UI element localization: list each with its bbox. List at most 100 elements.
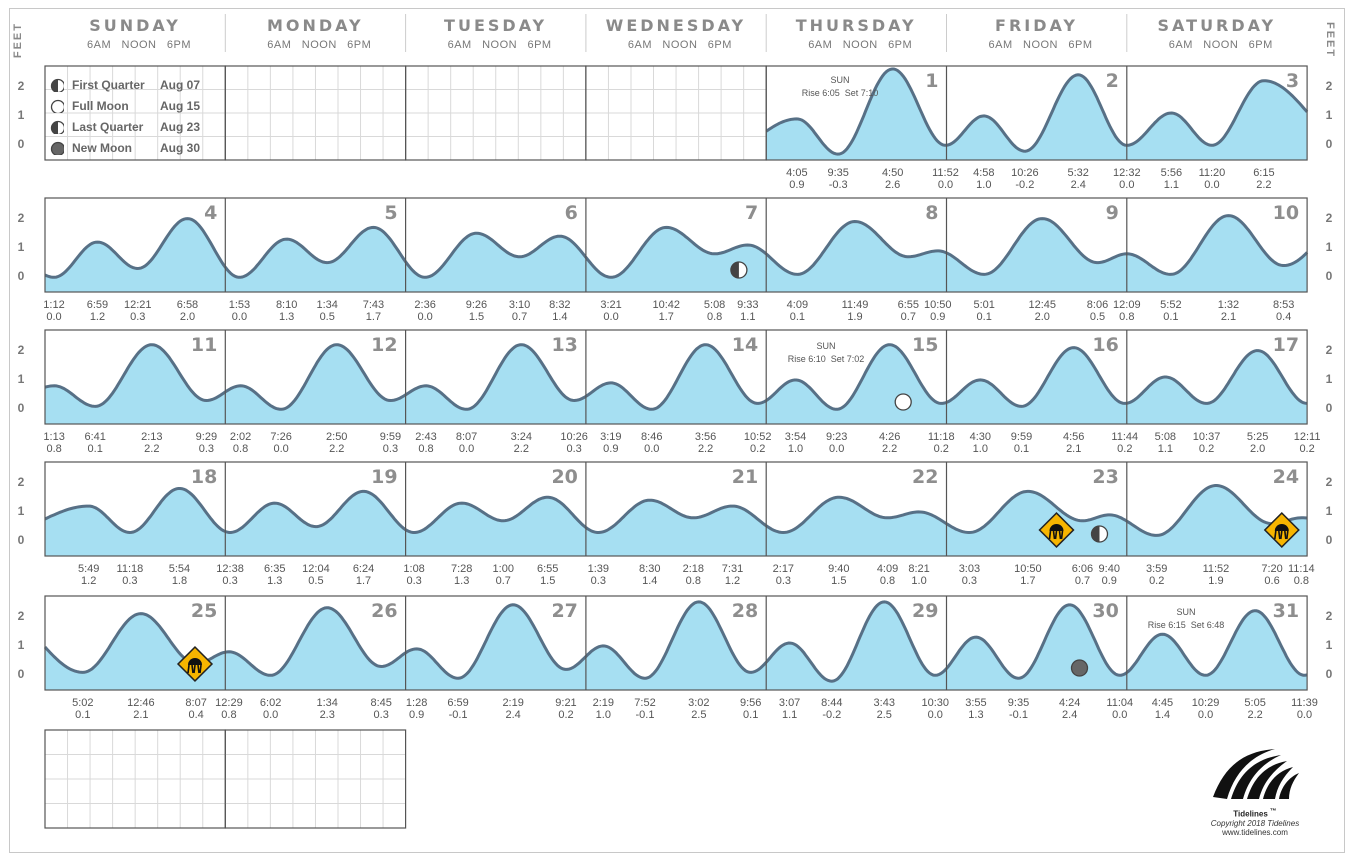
moon-phase-name: Full Moon — [72, 98, 129, 113]
day-number: 8 — [925, 202, 938, 224]
tide-height: 0.5 — [1090, 311, 1105, 323]
tide-height: 0.3 — [406, 575, 421, 587]
y-tick-label: 2 — [1325, 210, 1333, 225]
day-number: 24 — [1273, 466, 1299, 488]
tide-time: 10:52 — [744, 431, 772, 443]
tide-time: 5:05 — [1244, 697, 1265, 709]
full-moon-icon — [50, 99, 64, 113]
tide-time: 7:20 — [1261, 563, 1282, 575]
tide-height: 0.8 — [880, 575, 895, 587]
tide-height: 1.4 — [552, 311, 567, 323]
day-number: 18 — [191, 466, 217, 488]
time-ticks: 6AM NOON 6PM — [406, 39, 586, 51]
time-tick-label: 6PM — [527, 39, 552, 51]
time-tick-label: 6AM — [627, 39, 653, 51]
time-tick-label: NOON — [1203, 39, 1239, 51]
tide-height: 1.3 — [279, 311, 294, 323]
tide-time: 2:19 — [593, 697, 614, 709]
day-header-friday: FRIDAY 6AM NOON 6PM — [947, 16, 1127, 51]
tide-time: 11:52 — [1203, 563, 1230, 575]
jelly-tentacle — [1054, 530, 1058, 540]
empty-day-border — [224, 729, 407, 829]
brand-name: Tidelines — [1233, 809, 1268, 819]
y-tick-label: 0 — [1325, 533, 1333, 548]
tide-time: 10:26 — [560, 431, 588, 443]
tide-time: 3:59 — [1146, 563, 1167, 575]
tide-height: 2.1 — [133, 709, 148, 721]
tide-height: 1.0 — [976, 179, 991, 191]
y-tick-label: 0 — [1325, 137, 1333, 152]
tide-time: 1:12 — [43, 299, 64, 311]
tide-height: 1.7 — [659, 311, 674, 323]
jellyfish-warning-icon — [1038, 511, 1075, 549]
tide-time: 9:40 — [828, 563, 849, 575]
tide-time: 4:58 — [973, 167, 994, 179]
tide-height: 2.1 — [1221, 311, 1236, 323]
tide-time: 4:05 — [786, 167, 807, 179]
day-number: 31 — [1273, 600, 1299, 622]
tide-area — [45, 601, 1308, 690]
tide-height: -0.1 — [449, 709, 468, 721]
first-quarter-moon-icon — [50, 78, 64, 92]
tide-height: 0.2 — [1199, 443, 1214, 455]
tide-height: 0.0 — [417, 311, 432, 323]
tidelines-logo: Tidelines ™ Copyright 2018 Tidelines www… — [1195, 745, 1315, 837]
tide-time: 12:21 — [124, 299, 152, 311]
legend-row: First Quarter Aug 07 — [50, 74, 230, 95]
tide-time: 10:50 — [1014, 563, 1042, 575]
tide-time: 8:44 — [821, 697, 842, 709]
tide-area — [766, 69, 1308, 160]
y-tick-label: 1 — [17, 503, 25, 518]
y-tick-label: 1 — [17, 637, 25, 652]
tide-time: 10:50 — [924, 299, 952, 311]
sunset-time: Set 6:48 — [1190, 620, 1225, 630]
tide-time: 4:24 — [1059, 697, 1080, 709]
tide-height: 0.0 — [829, 443, 844, 455]
tide-height: 0.1 — [75, 709, 90, 721]
tide-time: 8:10 — [276, 299, 297, 311]
tide-time: 6:55 — [898, 299, 919, 311]
tide-time: 5:32 — [1068, 167, 1089, 179]
jelly-tentacle — [187, 664, 190, 674]
sun-info-day-15: SUN Rise 6:10 Set 7:02 — [772, 340, 880, 366]
tide-height: 0.0 — [1297, 709, 1312, 721]
tide-time: 6:06 — [1072, 563, 1093, 575]
day-number: 28 — [732, 600, 758, 622]
tide-height: 0.9 — [1102, 575, 1117, 587]
tide-time: 5:52 — [1160, 299, 1181, 311]
tide-height: 0.2 — [1117, 443, 1132, 455]
day-name: SATURDAY — [1157, 16, 1277, 35]
tide-height: 1.8 — [172, 575, 187, 587]
tide-height: 0.0 — [928, 709, 943, 721]
tide-height: 0.1 — [743, 709, 758, 721]
tide-time: 5:25 — [1247, 431, 1268, 443]
tide-height: 0.2 — [934, 443, 949, 455]
tide-time: 3:19 — [600, 431, 621, 443]
tide-time: 10:29 — [1192, 697, 1220, 709]
day-number: 27 — [551, 600, 577, 622]
tide-time: 10:26 — [1011, 167, 1039, 179]
tide-height: 0.5 — [320, 311, 335, 323]
tide-time: 2:17 — [773, 563, 794, 575]
tide-time: 8:30 — [639, 563, 660, 575]
y-tick-label: 0 — [17, 137, 25, 152]
time-tick-label: 6AM — [87, 39, 112, 51]
day-number: 25 — [191, 600, 217, 622]
tide-curve — [44, 484, 1308, 537]
day-name: FRIDAY — [995, 16, 1078, 35]
y-tick-label: 2 — [17, 608, 25, 623]
tide-height: 2.2 — [1247, 709, 1262, 721]
tide-height: -0.2 — [822, 709, 841, 721]
website-link[interactable]: www.tidelines.com — [1222, 827, 1288, 837]
tide-time: 5:08 — [704, 299, 725, 311]
moon-disc — [50, 99, 64, 113]
tide-time: 7:28 — [451, 563, 472, 575]
y-tick-label: 1 — [1325, 503, 1333, 518]
tide-height: 1.7 — [1020, 575, 1035, 587]
day-header-wednesday: WEDNESDAY 6AM NOON 6PM — [586, 16, 766, 51]
tide-time: 6:58 — [177, 299, 198, 311]
moon-shadow — [51, 121, 58, 134]
day-name: TUESDAY — [444, 16, 548, 35]
trademark: ™ — [1270, 808, 1277, 815]
